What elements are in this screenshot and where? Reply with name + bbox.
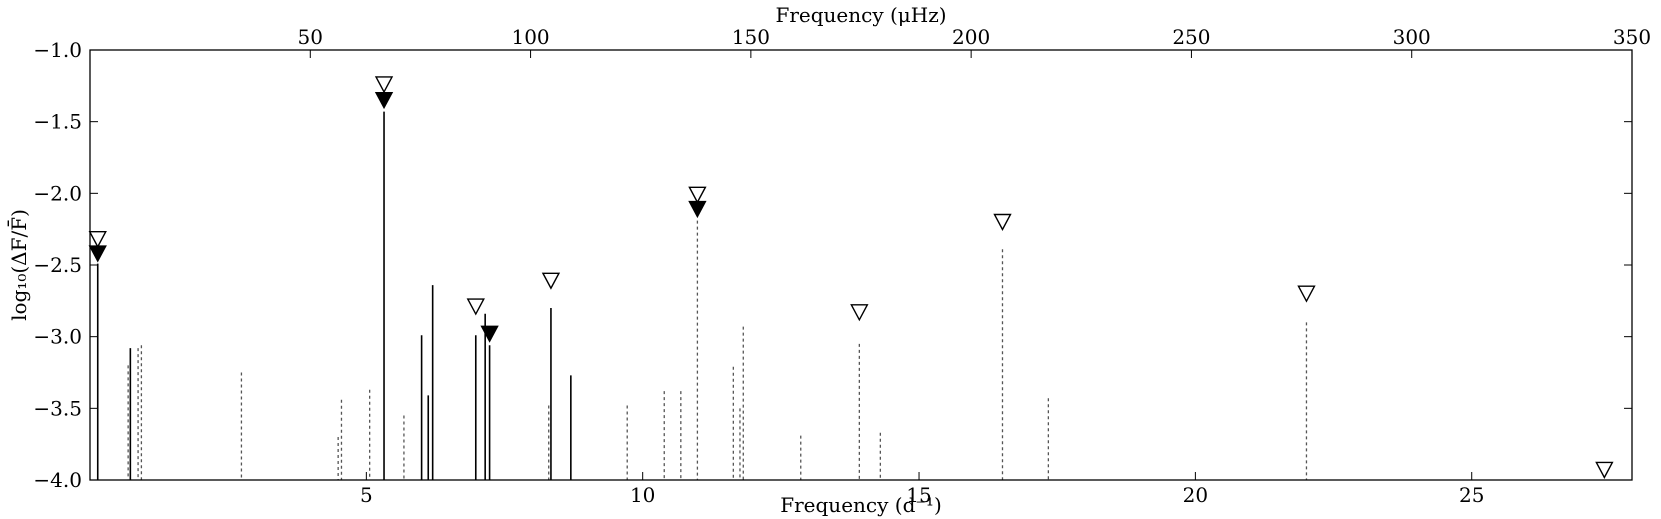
open-triangle-marker [541, 272, 561, 290]
x-tick-label-bottom: 25 [1459, 483, 1484, 507]
filled-triangle-marker [374, 91, 394, 110]
x-axis-title-bottom: Frequency (d⁻¹) [780, 493, 942, 517]
open-triangle-marker [850, 304, 869, 322]
y-tick-label: −1.5 [33, 110, 82, 134]
filled-triangle-marker [480, 325, 499, 343]
y-tick-label: −3.5 [33, 396, 82, 420]
x-tick-label-bottom: 15 [906, 483, 931, 507]
x-tick-label-top: 150 [732, 25, 770, 49]
stem-lines [96, 111, 1308, 480]
x-tick-label-top: 250 [1172, 25, 1210, 49]
x-tick-label-top: 200 [952, 25, 990, 49]
x-tick-label-top: 300 [1393, 25, 1431, 49]
x-tick-label-bottom: 20 [1183, 483, 1208, 507]
open-triangle-marker [1297, 285, 1316, 303]
filled-triangle-marker [688, 200, 707, 219]
open-triangle-marker [993, 213, 1012, 231]
plot-frame [89, 49, 1633, 481]
x-tick-label-top: 350 [1613, 25, 1651, 49]
y-tick-label: −2.5 [33, 253, 82, 277]
y-tick-label: −4.0 [33, 468, 82, 492]
axis-ticks [90, 49, 1633, 481]
y-tick-label: −3.0 [33, 325, 82, 349]
y-tick-label: −1.0 [33, 38, 82, 62]
open-triangle-marker [374, 76, 394, 94]
x-tick-label-bottom: 10 [630, 483, 655, 507]
y-tick-label: −2.0 [33, 181, 82, 205]
open-triangle-marker [88, 230, 107, 249]
open-triangle-marker [688, 186, 707, 204]
tick-labels: −1.0 −1.5 −2.0 −2.5 −3.0 −3.5 −4.0 5 10 15 20 25 50 1… [33, 25, 1651, 507]
x-tick-label-top: 50 [298, 25, 323, 49]
y-axis-title: log₁₀(ΔF/F̄) [6, 209, 31, 321]
open-triangle-marker [1595, 461, 1614, 479]
x-tick-label-top: 100 [511, 25, 549, 49]
upper-limit-markers [88, 76, 1614, 479]
open-triangle-marker [466, 298, 485, 316]
x-tick-label-bottom: 5 [360, 483, 373, 507]
x-axis-title-top: Frequency (μHz) [775, 3, 946, 27]
filled-triangle-marker [88, 245, 107, 263]
